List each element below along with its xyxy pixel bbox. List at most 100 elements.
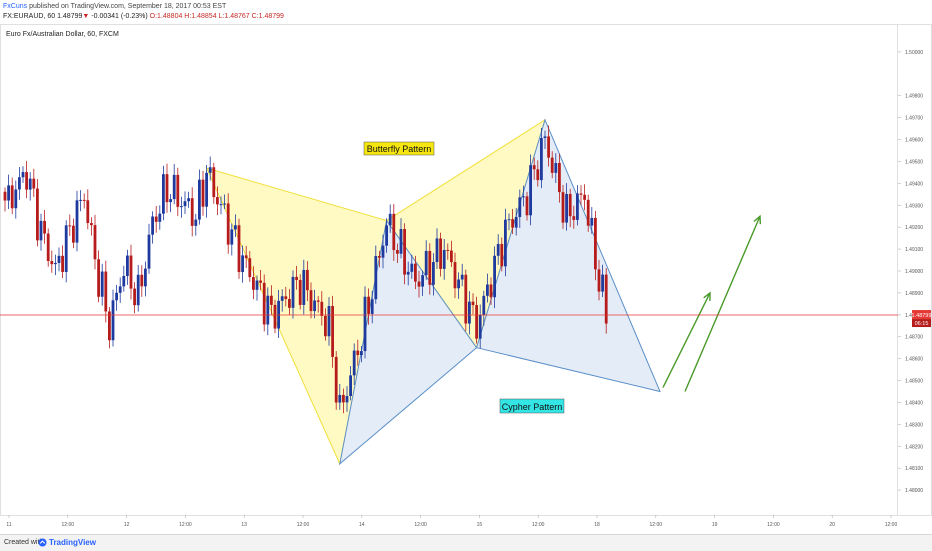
candle-body	[428, 250, 432, 285]
candle-body	[464, 274, 468, 324]
candle-body	[39, 220, 43, 241]
candle-body	[421, 275, 424, 287]
candle-body	[522, 196, 525, 198]
candle-series	[3, 125, 608, 414]
candle-body	[604, 274, 608, 324]
candle-body	[576, 193, 579, 220]
candle-body	[316, 300, 320, 302]
y-tick-label: 1.48000	[905, 488, 923, 494]
candle-body	[356, 350, 360, 356]
candle-body	[176, 174, 180, 207]
candle-body	[122, 275, 126, 287]
price-change: -0.00341 (-0.23%)	[91, 13, 148, 20]
candle-body	[313, 300, 316, 312]
chart-area[interactable]: 1.50000 1.49800 1.49700 1.49600 1.49500 1.494…	[0, 24, 932, 534]
y-tick-label: 1.49700	[905, 116, 923, 122]
candle-body	[79, 199, 82, 201]
projection-arrows	[662, 214, 762, 392]
candle-body	[334, 356, 338, 403]
author-name[interactable]: FxCuns	[3, 3, 28, 10]
candle-body	[158, 213, 162, 222]
candle-body	[385, 225, 388, 246]
candle-body	[288, 298, 291, 308]
candle-body	[72, 225, 75, 243]
candle-body	[338, 394, 342, 403]
candle-body	[489, 284, 493, 298]
candle-body	[280, 296, 284, 301]
y-tick-label: 1.48400	[905, 400, 923, 406]
candle-body	[496, 243, 500, 256]
candle-body	[50, 261, 54, 265]
candle-body	[525, 196, 529, 216]
candle-body	[244, 255, 248, 259]
candle-body	[594, 217, 597, 270]
candle-body	[129, 255, 133, 289]
cypher-triangle-1	[339, 219, 478, 466]
candle-body	[352, 350, 356, 376]
candle-body	[32, 178, 36, 189]
tradingview-brand[interactable]: TradingView	[49, 538, 96, 547]
candle-body	[417, 281, 421, 287]
candle-body	[471, 301, 475, 306]
candle-body	[370, 299, 374, 314]
x-tick-label: 12:00	[414, 522, 427, 528]
price-tag: 1.48799 06:15	[912, 310, 931, 328]
candle-body	[241, 255, 244, 273]
harmonic-patterns	[205, 118, 661, 466]
candle-body	[475, 305, 478, 339]
symbol-info: FX:EURAUD, 60 1.48799▼ -0.00341 (-0.23%)…	[3, 13, 284, 20]
candle-body	[536, 169, 540, 181]
candle-body	[331, 305, 334, 357]
y-tick-label: 1.49400	[905, 181, 923, 187]
candle-body	[201, 179, 205, 207]
candle-body	[478, 314, 482, 339]
publish-info: FxCuns published on TradingView.com, Sep…	[3, 3, 226, 10]
candle-body	[414, 263, 417, 282]
candle-body	[144, 268, 147, 287]
projection-arrow-short-head	[703, 291, 711, 301]
candle-body	[64, 225, 68, 272]
candle-body	[262, 282, 266, 325]
candle-body	[180, 206, 183, 208]
candle-body	[511, 219, 514, 228]
candle-body	[388, 213, 392, 226]
x-tick-label: 14	[359, 522, 365, 528]
candle-body	[3, 191, 7, 201]
y-tick-label: 1.49800	[905, 94, 923, 100]
candle-body	[255, 280, 259, 290]
candle-body	[345, 396, 349, 403]
candle-body	[18, 177, 21, 190]
x-tick-label: 12:00	[885, 522, 898, 528]
y-tick-label: 1.48700	[905, 335, 923, 341]
tradingview-logo-icon	[38, 538, 47, 547]
x-tick-label: 12:00	[767, 522, 780, 528]
candle-body	[270, 295, 273, 305]
candle-body	[230, 229, 234, 245]
candle-body	[543, 136, 547, 139]
y-tick-label: 1.48900	[905, 291, 923, 297]
x-tick-label: 13	[241, 522, 247, 528]
candle-body	[219, 204, 223, 206]
candle-body	[169, 199, 172, 203]
candle-body	[43, 220, 46, 234]
candle-body	[590, 217, 594, 226]
x-tick-label: 12	[124, 522, 130, 528]
candle-body	[298, 279, 302, 305]
candle-body	[183, 201, 187, 207]
candle-body	[108, 311, 111, 341]
time-axis[interactable]: 11 12:00 12 12:00 13 12:00 14 12:00 15 12:00 18 12:…	[6, 515, 897, 528]
symbol-text: FX:EURAUD, 60	[3, 13, 56, 20]
candle-body	[86, 200, 90, 224]
candle-body	[324, 315, 327, 337]
candle-body	[208, 167, 212, 173]
candle-body	[234, 225, 237, 230]
cypher-triangle-2	[475, 118, 661, 393]
y-tick-label: 1.49200	[905, 225, 923, 231]
candle-body	[396, 250, 399, 254]
candle-body	[162, 174, 165, 214]
y-tick-label: 1.49600	[905, 138, 923, 144]
y-tick-label: 1.48100	[905, 466, 923, 472]
candle-body	[266, 295, 270, 325]
candle-body	[190, 198, 194, 226]
candle-body	[205, 172, 208, 207]
